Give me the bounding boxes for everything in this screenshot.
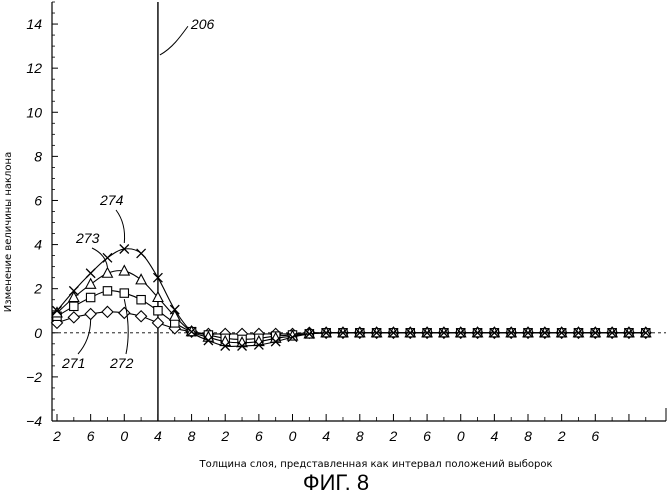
figure-caption: ФИГ. 8 — [303, 470, 369, 495]
square-marker — [86, 293, 94, 301]
x-tick-label: 4 — [154, 428, 162, 444]
diamond-marker — [68, 312, 79, 323]
y-tick-label: 8 — [34, 148, 42, 164]
x-tick-label: 2 — [220, 428, 229, 444]
x-tick-label: 0 — [289, 428, 297, 444]
callout-label-273: 273 — [75, 230, 100, 246]
series-273 — [52, 266, 651, 347]
x-tick-label: 0 — [120, 428, 128, 444]
y-tick-label: 4 — [34, 237, 42, 253]
y-tick-label: 14 — [26, 16, 42, 32]
square-marker — [154, 307, 162, 315]
x-tick-label: 6 — [255, 428, 263, 444]
plot-area: −4 −2 0 2 4 6 8 10 12 14 2 6 0 4 8 2 6 0 4 8 2 6 0 4 8 2 6 206 — [26, 2, 666, 444]
x-tick-label: 8 — [356, 428, 364, 444]
diamond-marker — [102, 306, 113, 317]
x-tick-label: 2 — [52, 428, 61, 444]
diamond-marker — [85, 309, 96, 320]
square-marker — [103, 287, 111, 295]
square-marker — [120, 289, 128, 297]
x-tick-label: 8 — [188, 428, 196, 444]
marker-label: 206 — [190, 16, 215, 32]
y-tick-label: 6 — [34, 192, 42, 208]
callout-label-272: 272 — [109, 355, 134, 371]
x-tick-label: 6 — [423, 428, 431, 444]
x-marker — [86, 269, 95, 278]
y-axis-label: Изменение величины наклона — [3, 152, 14, 312]
square-marker — [70, 302, 78, 310]
diamond-marker — [152, 317, 163, 328]
callout-leader-274 — [116, 210, 125, 243]
y-tick-label: 12 — [26, 60, 42, 76]
x-tick-label: 4 — [490, 428, 498, 444]
callout-leader-271 — [78, 320, 91, 354]
x-tick-label: 2 — [389, 428, 398, 444]
y-tick-label: 0 — [34, 325, 42, 341]
x-tick-label: 2 — [557, 428, 566, 444]
x-tick-label: 4 — [322, 428, 330, 444]
chart-figure: −4−20246810121426048260482604826206 2712… — [0, 0, 672, 500]
y-tick-label: 2 — [33, 281, 42, 297]
x-tick-label: 0 — [457, 428, 465, 444]
callout-label-271: 271 — [61, 355, 85, 371]
y-tick-label: −2 — [26, 369, 42, 385]
x-tick-label: 6 — [87, 428, 95, 444]
y-tick-label: −4 — [26, 413, 42, 429]
diamond-marker — [136, 311, 147, 322]
y-tick-label: 10 — [26, 104, 42, 120]
x-axis-label: Толщина слоя, представленная как интерва… — [199, 459, 553, 470]
triangle-marker — [86, 279, 96, 289]
diamond-marker — [119, 307, 130, 318]
triangle-marker — [136, 274, 146, 284]
square-marker — [137, 296, 145, 304]
marker-leader — [160, 26, 188, 55]
x-marker — [137, 249, 146, 258]
callout-label-274: 274 — [99, 192, 124, 208]
x-tick-label: 8 — [524, 428, 532, 444]
x-tick-label: 6 — [591, 428, 599, 444]
callout-layer: 271 272 273 274 — [61, 192, 134, 371]
series-layer — [52, 244, 652, 350]
triangle-marker — [69, 292, 79, 302]
